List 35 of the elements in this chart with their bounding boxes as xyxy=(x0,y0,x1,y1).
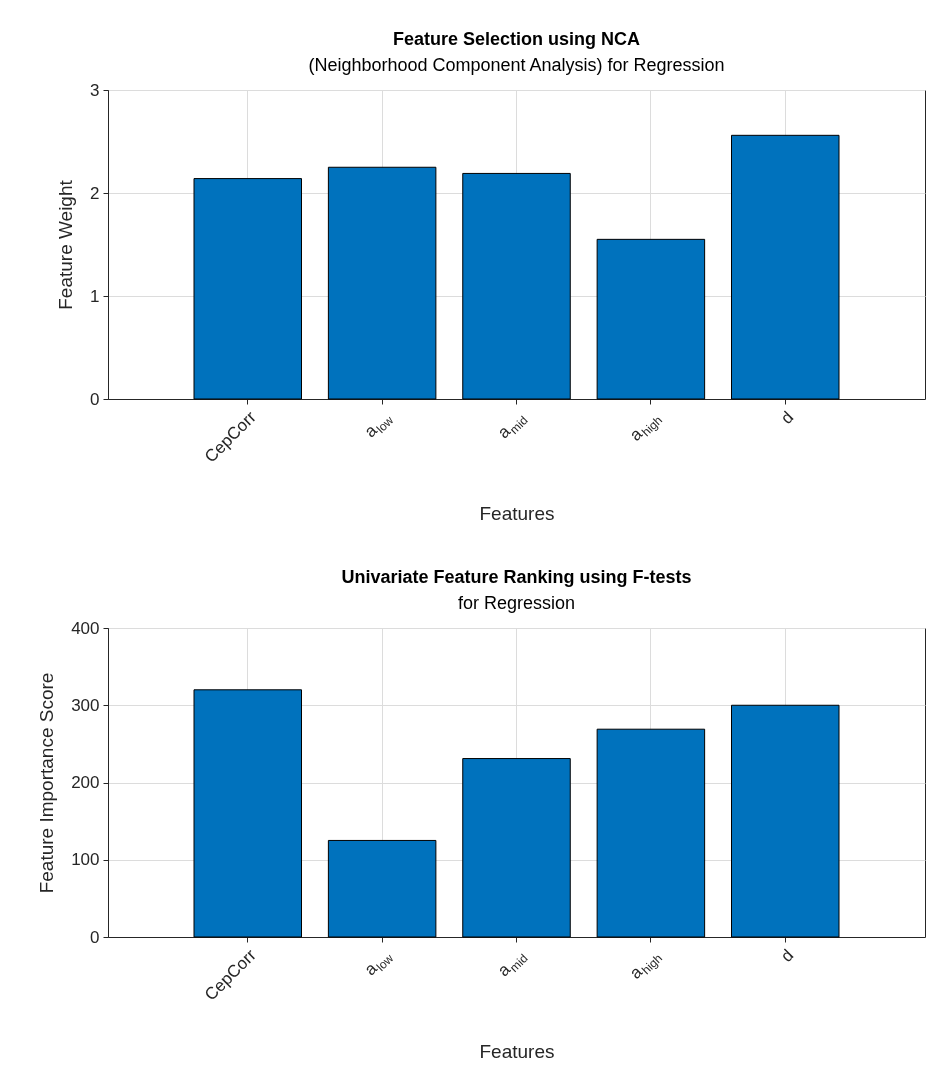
bar xyxy=(596,728,706,938)
y-tick-label: 200 xyxy=(71,773,100,792)
bar xyxy=(327,166,437,400)
chart-subtitle: (Neighborhood Component Analysis) for Regression xyxy=(308,55,725,75)
x-tick-label: d xyxy=(777,407,798,428)
x-tick-label: amid xyxy=(494,413,531,443)
x-tick-label: ahigh xyxy=(626,413,666,445)
y-tick-label: 1 xyxy=(90,286,100,306)
x-tick-label: amid xyxy=(494,951,531,981)
chart-title: Univariate Feature Ranking using F-tests xyxy=(341,567,692,587)
y-tick-label: 300 xyxy=(71,695,100,715)
x-tick-label: alow xyxy=(360,413,397,442)
bar xyxy=(731,134,840,400)
chart-subtitle: for Regression xyxy=(457,593,576,613)
bar xyxy=(327,839,437,938)
bar xyxy=(462,172,571,400)
y-tick-label: 0 xyxy=(90,927,100,947)
chart-title: Feature Selection using NCA xyxy=(392,29,641,49)
y-tick-label: 3 xyxy=(90,80,100,100)
y-tick-label: 400 xyxy=(71,618,100,638)
x-axis-title: Features xyxy=(479,1041,555,1062)
y-axis-title: Feature Importance Score xyxy=(36,672,58,894)
bar xyxy=(596,238,706,400)
y-axis-title: Feature Weight xyxy=(55,179,77,310)
bar xyxy=(193,178,302,400)
x-tick-label: d xyxy=(777,945,798,966)
bar xyxy=(731,704,840,938)
y-tick-label: 2 xyxy=(90,183,100,203)
y-tick-label: 0 xyxy=(90,389,100,409)
bar xyxy=(193,689,302,938)
x-tick-label: ahigh xyxy=(626,951,666,983)
x-tick-label: alow xyxy=(360,951,397,980)
x-axis-title: Features xyxy=(479,503,555,524)
y-tick-label: 100 xyxy=(71,850,100,870)
bar xyxy=(462,758,571,938)
